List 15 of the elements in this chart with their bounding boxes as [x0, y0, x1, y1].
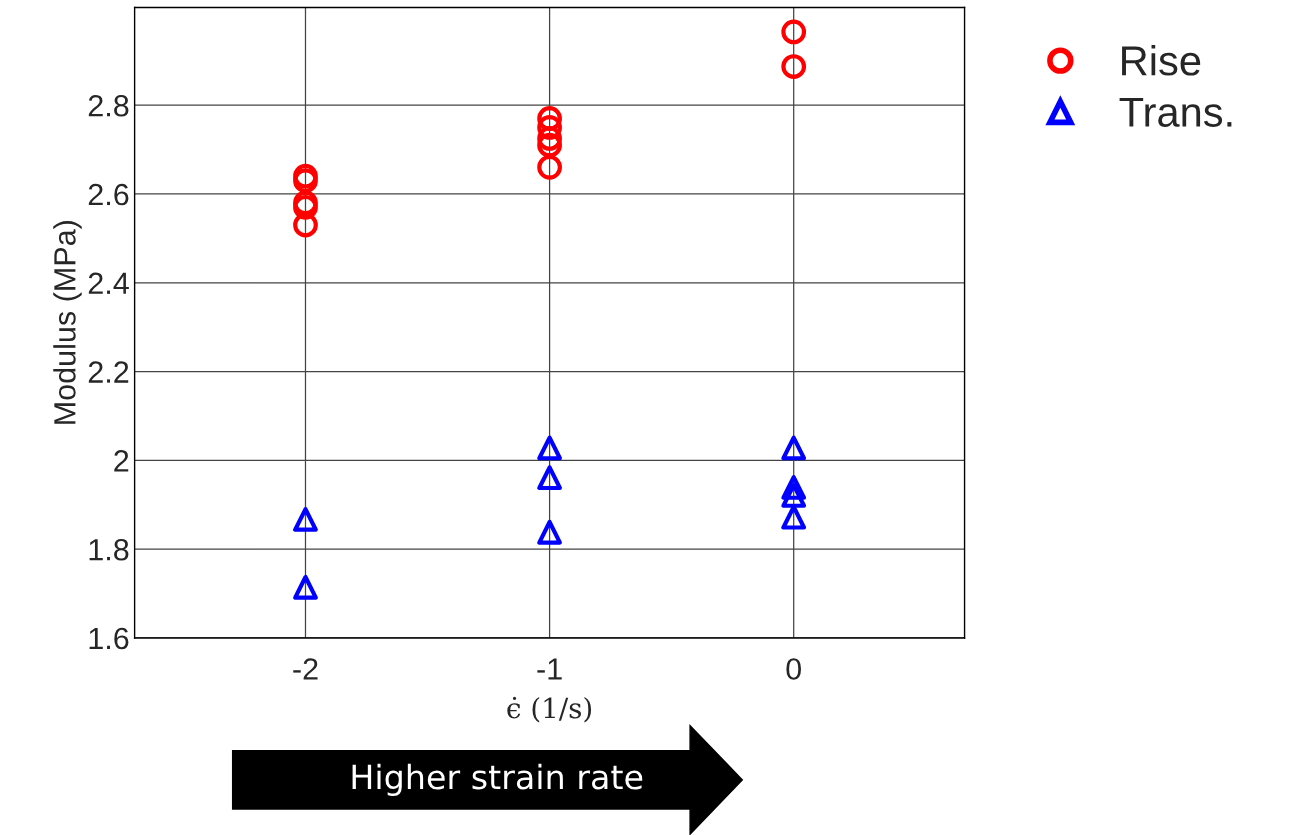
x-tick-label: -2 — [293, 658, 318, 680]
legend-label: Trans. — [1119, 97, 1232, 127]
y-tick-label: 2.4 — [88, 272, 129, 294]
y-tick-label: 2.6 — [88, 183, 129, 206]
y-tick-label: 2.8 — [88, 94, 129, 117]
y-tick-label: 1.8 — [89, 538, 129, 561]
y-axis-title: Modulus (MPa) — [53, 221, 82, 424]
legend-label: Rise — [1122, 45, 1201, 76]
y-tick-label: 2.2 — [88, 361, 129, 383]
x-axis-title: ϵ̇ (1/s) — [507, 696, 592, 723]
text: Higher strain rate — [352, 763, 643, 797]
y-tick-label: 1.6 — [89, 627, 129, 650]
x-tick-label: -1 — [537, 658, 562, 680]
x-tick-label: 0 — [786, 658, 801, 680]
y-tick-label: 2 — [114, 450, 129, 472]
